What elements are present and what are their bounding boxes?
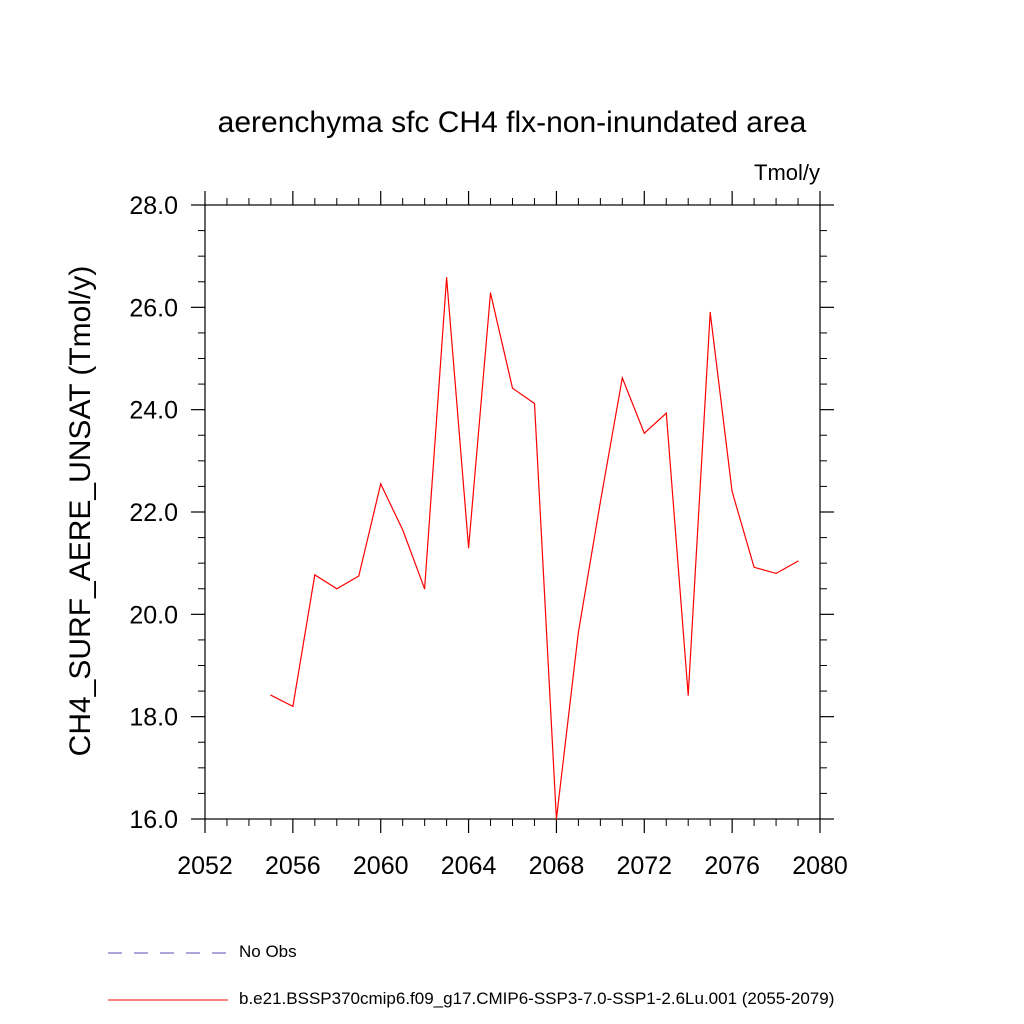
data-point — [467, 547, 470, 549]
y-tick-label: 26.0 — [129, 294, 178, 322]
series-group — [270, 277, 799, 820]
y-tick-label: 20.0 — [129, 601, 178, 629]
x-tick-label: 2076 — [704, 852, 760, 880]
data-point — [314, 574, 316, 576]
y-tick-label: 28.0 — [129, 192, 178, 220]
x-tick-label: 2064 — [441, 852, 497, 880]
y-tick-label: 24.0 — [129, 397, 178, 425]
x-tick-label: 2052 — [177, 852, 233, 880]
x-tick-label: 2080 — [792, 852, 848, 880]
data-point — [336, 588, 338, 590]
chart-title: aerenchyma sfc CH4 flx-non-inundated are… — [218, 106, 807, 139]
legend-group — [108, 952, 228, 1001]
y-tick-label: 16.0 — [129, 806, 178, 834]
x-tick-label: 2060 — [353, 852, 409, 880]
data-point — [292, 705, 294, 708]
series-line-0 — [270, 277, 799, 820]
data-point — [380, 483, 382, 485]
data-point — [753, 566, 755, 568]
units-label: Tmol/y — [754, 160, 820, 185]
data-point — [687, 694, 689, 696]
data-point — [446, 277, 448, 279]
x-tick-label: 2056 — [265, 852, 321, 880]
legend-label: No Obs — [239, 942, 297, 961]
x-tick-label: 2068 — [529, 852, 585, 880]
data-point — [665, 412, 667, 414]
data-point — [402, 529, 404, 531]
data-point — [797, 560, 799, 562]
data-point — [577, 631, 579, 633]
legend-label: b.e21.BSSP370cmip6.f09_g17.CMIP6-SSP3-7.… — [239, 989, 835, 1008]
data-point — [555, 818, 558, 820]
data-point — [358, 575, 360, 577]
data-point — [424, 588, 426, 590]
plot-frame — [204, 204, 821, 820]
y-axis-label: CH4_SURF_AERE_UNSAT (Tmol/y) — [64, 266, 97, 757]
data-point — [775, 572, 777, 575]
data-point — [270, 694, 272, 696]
data-point — [709, 311, 711, 314]
axes-group: 2052 2056 2060 2064 2068 2072 2076 2080 16.0 18.0… — [129, 191, 848, 880]
data-point — [533, 402, 536, 405]
y-tick-label: 22.0 — [129, 499, 178, 527]
data-point — [599, 501, 601, 503]
data-point — [731, 490, 733, 493]
data-point — [489, 292, 492, 294]
x-tick-label: 2072 — [616, 852, 672, 880]
data-point — [643, 432, 645, 434]
data-point — [511, 387, 514, 389]
data-point — [621, 377, 623, 379]
y-tick-label: 18.0 — [129, 704, 178, 732]
